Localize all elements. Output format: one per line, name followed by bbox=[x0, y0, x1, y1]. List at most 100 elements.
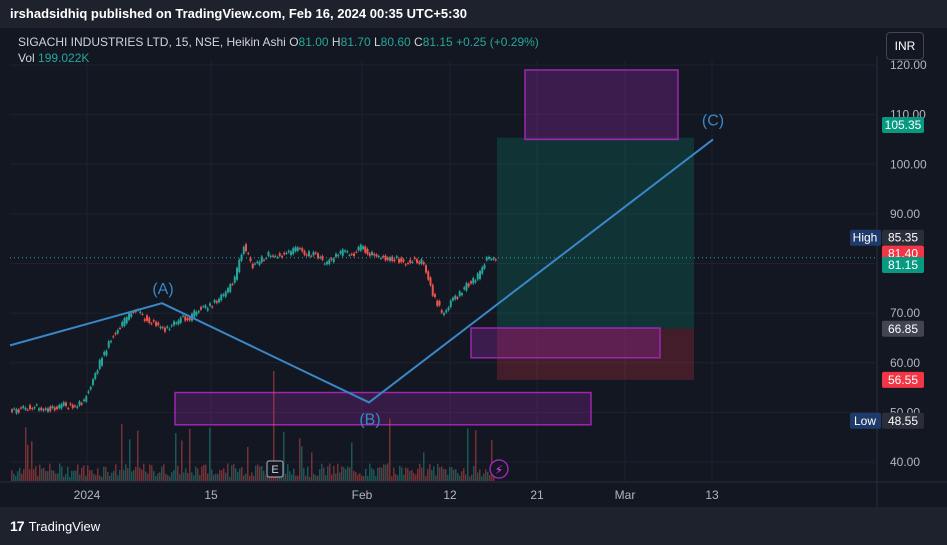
volume-bar bbox=[479, 469, 481, 481]
entry-price-box bbox=[882, 320, 924, 337]
candle bbox=[364, 246, 367, 253]
candle bbox=[449, 300, 452, 308]
volume-bar bbox=[45, 470, 47, 481]
stop-zone bbox=[497, 328, 694, 380]
volume-bar bbox=[199, 475, 201, 481]
volume-bar bbox=[349, 467, 351, 481]
volume-bar bbox=[289, 471, 291, 481]
volume-bar bbox=[249, 475, 251, 481]
candle bbox=[229, 284, 232, 292]
volume-bar bbox=[185, 468, 187, 481]
change-value: +0.25 (+0.29%) bbox=[456, 35, 539, 49]
candle bbox=[350, 253, 353, 255]
candle bbox=[445, 310, 448, 313]
volume-bar bbox=[15, 475, 17, 481]
candle bbox=[283, 252, 286, 255]
volume-bar bbox=[223, 468, 225, 481]
candle bbox=[13, 408, 16, 410]
volume-bar bbox=[65, 473, 67, 481]
candle bbox=[188, 317, 191, 321]
volume-bar bbox=[401, 467, 403, 481]
open-value: 81.00 bbox=[298, 35, 329, 49]
volume-bar bbox=[229, 476, 231, 481]
candle bbox=[141, 313, 144, 315]
candle bbox=[344, 250, 346, 252]
candle bbox=[321, 255, 324, 261]
x-tick-label: 21 bbox=[530, 488, 544, 502]
candle bbox=[368, 253, 371, 256]
volume-bar bbox=[423, 452, 425, 481]
volume-bar bbox=[481, 476, 483, 481]
candle bbox=[195, 311, 198, 316]
volume-bar bbox=[477, 472, 479, 481]
y-tick-label: 70.00 bbox=[890, 306, 920, 320]
candle bbox=[161, 327, 164, 329]
volume-bar bbox=[61, 466, 63, 481]
candle bbox=[290, 251, 292, 256]
volume-bar bbox=[375, 476, 377, 481]
candle bbox=[251, 263, 254, 268]
candle bbox=[355, 251, 358, 253]
candle bbox=[492, 258, 495, 260]
volume-bar bbox=[103, 466, 105, 481]
candle bbox=[312, 251, 315, 256]
volume-bar bbox=[351, 442, 353, 481]
volume-bar bbox=[193, 475, 195, 481]
volume-bar bbox=[399, 465, 401, 481]
volume-bar bbox=[237, 471, 239, 481]
last-price-value: 81.15 bbox=[888, 258, 918, 272]
candle bbox=[155, 321, 157, 326]
candle bbox=[130, 313, 133, 318]
volume-bar bbox=[261, 466, 263, 481]
candle bbox=[357, 247, 360, 251]
volume-bar bbox=[319, 469, 321, 481]
volume-bar bbox=[131, 471, 133, 481]
candle bbox=[330, 258, 333, 260]
publisher-bar bbox=[0, 0, 947, 28]
candle bbox=[184, 316, 187, 321]
volume-bar bbox=[317, 475, 319, 481]
volume-bar bbox=[435, 475, 437, 481]
candle bbox=[11, 409, 13, 412]
stop-price-value: 56.55 bbox=[888, 373, 918, 387]
volume-bar bbox=[21, 473, 23, 481]
volume-bar bbox=[297, 475, 299, 481]
volume-bar bbox=[221, 470, 223, 481]
volume-bar bbox=[449, 467, 451, 481]
candle bbox=[15, 409, 18, 414]
candle bbox=[438, 300, 441, 306]
volume-bar bbox=[11, 470, 13, 481]
candle bbox=[337, 254, 340, 256]
volume-bar bbox=[413, 472, 415, 481]
volume-bar bbox=[485, 469, 487, 481]
volume-bar bbox=[33, 469, 35, 481]
candle bbox=[470, 281, 472, 284]
volume-bar bbox=[57, 473, 59, 481]
volume-bar bbox=[189, 428, 191, 481]
volume-bar bbox=[339, 472, 341, 481]
currency-button[interactable]: INR bbox=[886, 32, 924, 60]
candle bbox=[420, 259, 423, 264]
candle bbox=[294, 247, 297, 252]
y-tick-label: 90.00 bbox=[890, 207, 920, 221]
volume-bar bbox=[283, 431, 285, 481]
volume-bar bbox=[457, 472, 459, 481]
candle bbox=[164, 327, 166, 332]
candle bbox=[87, 391, 90, 393]
volume-bar bbox=[89, 470, 91, 481]
candle bbox=[29, 405, 31, 410]
candle bbox=[220, 294, 223, 301]
volume-bar bbox=[163, 464, 165, 481]
candle bbox=[447, 307, 450, 311]
volume-bar bbox=[119, 470, 121, 481]
candle bbox=[258, 261, 261, 265]
candle bbox=[310, 255, 313, 257]
candle bbox=[213, 300, 216, 303]
candle bbox=[69, 403, 72, 405]
candle bbox=[476, 273, 479, 280]
volume-bar bbox=[181, 440, 183, 481]
candle bbox=[400, 257, 403, 263]
candle bbox=[242, 246, 245, 254]
chart-svg[interactable]: (A)(B)(C) 40.0050.0060.0070.0080.0090.00… bbox=[0, 28, 947, 507]
candle bbox=[461, 293, 463, 296]
